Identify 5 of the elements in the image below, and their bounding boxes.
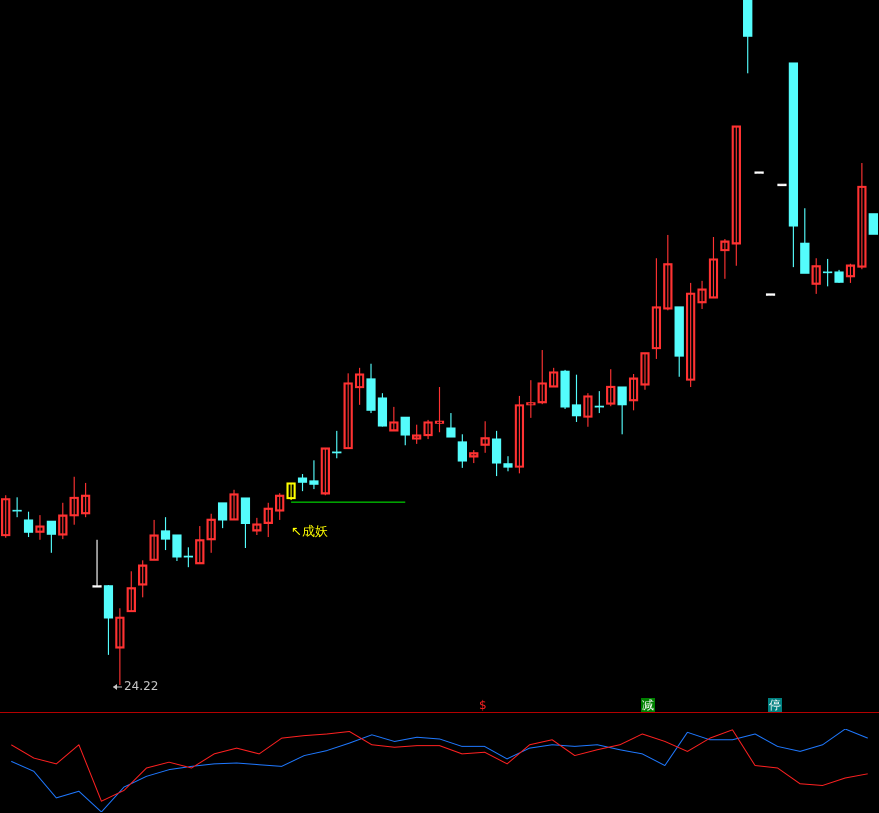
text: 停	[768, 698, 782, 712]
annotation: ↖成妖	[291, 524, 328, 540]
text: 减	[641, 698, 655, 712]
text: $	[478, 698, 488, 712]
annotation: 24.22	[124, 679, 158, 694]
